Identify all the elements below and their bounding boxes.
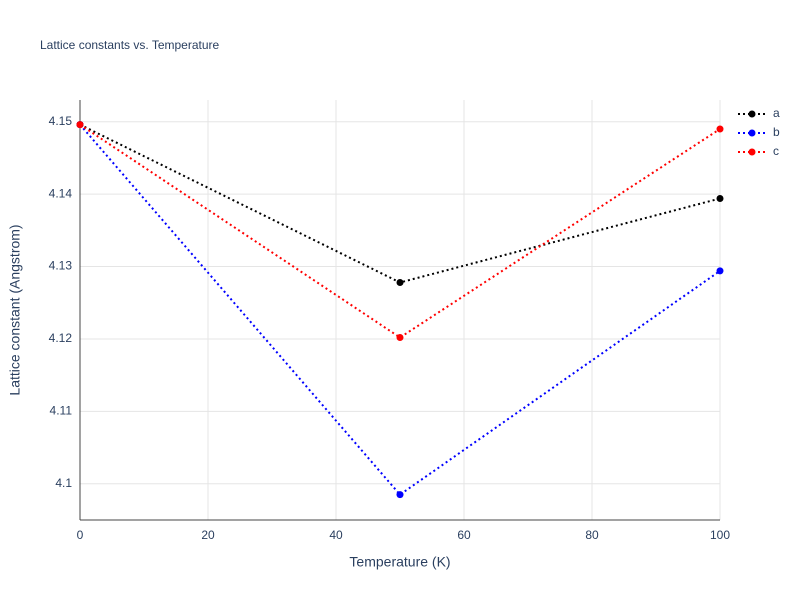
series-line (79, 123, 721, 496)
legend-label: b (773, 125, 780, 139)
legend-marker (748, 129, 756, 137)
y-tick-label: 4.11 (50, 404, 73, 418)
x-tick-label: 0 (77, 528, 84, 542)
x-tick-label: 40 (329, 528, 343, 542)
y-tick-label: 4.12 (49, 331, 73, 345)
x-tick-label: 100 (710, 528, 730, 542)
data-point (716, 194, 724, 202)
x-tick-label: 80 (585, 528, 599, 542)
data-point (396, 334, 404, 342)
legend-marker (748, 148, 756, 156)
y-tick-label: 4.1 (55, 476, 72, 490)
chart-title: Lattice constants vs. Temperature (40, 38, 220, 52)
data-point (716, 125, 724, 133)
data-point (76, 121, 84, 129)
series-line (79, 123, 721, 339)
y-tick-label: 4.13 (49, 259, 73, 273)
data-point (396, 491, 404, 499)
y-tick-label: 4.15 (49, 114, 73, 128)
legend-label: a (773, 106, 780, 120)
legend-marker (748, 110, 756, 118)
x-tick-label: 20 (201, 528, 215, 542)
x-axis-title: Temperature (K) (349, 554, 450, 570)
series-line (79, 123, 721, 284)
data-point (396, 278, 404, 286)
x-tick-label: 60 (457, 528, 471, 542)
data-point (716, 267, 724, 275)
y-tick-label: 4.14 (49, 186, 73, 200)
legend-label: c (773, 144, 779, 158)
y-axis-title: Lattice constant (Angstrom) (7, 224, 23, 395)
